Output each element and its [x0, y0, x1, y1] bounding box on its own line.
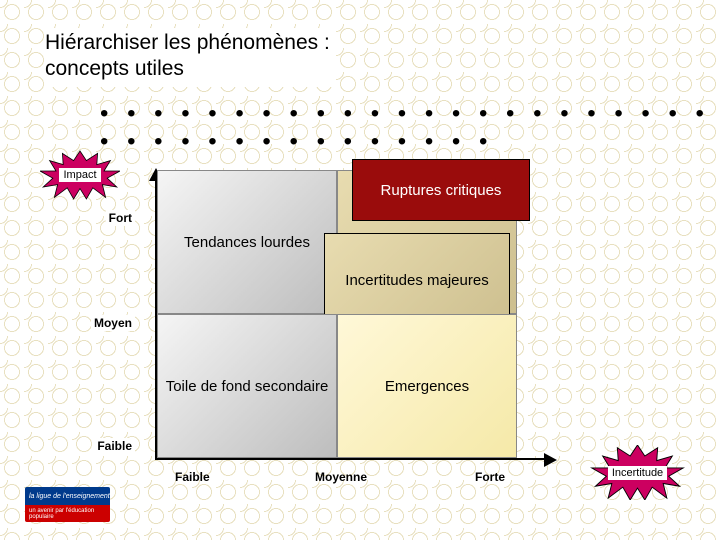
logo-top-text: la ligue de l'enseignement — [29, 493, 110, 500]
decorative-dots: • • • • • • • • • • • • • • • • • • • • … — [100, 100, 720, 156]
overlay-incertitudes: Incertitudes majeures — [324, 233, 510, 327]
x-axis-arrow-icon — [544, 453, 557, 467]
overlay-label: Ruptures critiques — [381, 182, 502, 199]
title-line-1: Hiérarchiser les phénomènes : — [45, 30, 330, 56]
logo-bottom-text: un avenir par l'éducation populaire — [29, 508, 110, 520]
logo-top-bar: la ligue de l'enseignement — [25, 487, 110, 505]
cell-top-left: Tendances lourdes — [157, 170, 337, 314]
y-label-low: Faible — [94, 438, 135, 454]
cell-label: Tendances lourdes — [184, 234, 310, 251]
x-label-mid: Moyenne — [315, 470, 367, 484]
y-label-mid: Moyen — [91, 315, 135, 331]
matrix-grid: Tendances lourdes Ruptures critiques Inc… — [157, 170, 517, 458]
y-axis-name: Impact — [59, 168, 100, 182]
footer-logo: la ligue de l'enseignement un avenir par… — [25, 487, 110, 522]
y-axis-burst: Impact — [40, 150, 120, 200]
x-axis-line — [155, 458, 550, 460]
x-label-high: Forte — [475, 470, 505, 484]
cell-bottom-left: Toile de fond secondaire — [157, 314, 337, 458]
cell-label: Toile de fond secondaire — [166, 378, 329, 395]
title-line-2: concepts utiles — [45, 56, 330, 82]
x-axis-name: Incertitude — [608, 466, 667, 480]
grid-row-top: Tendances lourdes Ruptures critiques Inc… — [157, 170, 517, 314]
y-label-high: Fort — [106, 210, 135, 226]
overlay-ruptures: Ruptures critiques — [352, 159, 530, 221]
x-axis-burst: Incertitude — [590, 445, 685, 500]
overlay-label: Incertitudes majeures — [345, 272, 488, 289]
x-label-low: Faible — [175, 470, 210, 484]
cell-label: Emergences — [385, 378, 469, 395]
cell-top-right: Ruptures critiques Incertitudes majeures — [337, 170, 517, 314]
matrix-chart: Tendances lourdes Ruptures critiques Inc… — [145, 170, 555, 475]
slide-title: Hiérarchiser les phénomènes : concepts u… — [45, 28, 336, 87]
grid-row-bottom: Toile de fond secondaire Emergences — [157, 314, 517, 458]
cell-bottom-right: Emergences — [337, 314, 517, 458]
logo-bottom-bar: un avenir par l'éducation populaire — [25, 505, 110, 522]
